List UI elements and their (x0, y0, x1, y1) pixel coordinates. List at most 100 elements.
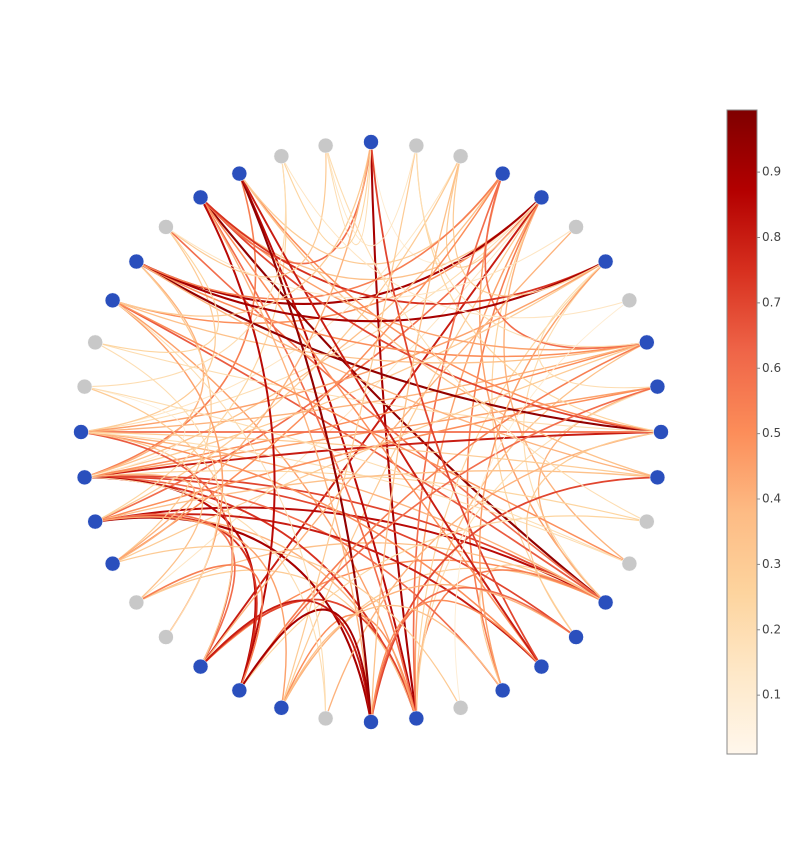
edge (238, 608, 373, 723)
edge (412, 173, 504, 719)
edge (84, 341, 648, 479)
edge (136, 197, 542, 603)
colorbar-tick-label: 0.1 (762, 688, 781, 702)
node (568, 219, 584, 235)
edge (112, 299, 607, 604)
node (128, 594, 145, 611)
node (317, 710, 334, 727)
node (231, 682, 248, 699)
nodes (73, 134, 669, 730)
edge (135, 260, 662, 434)
edge (280, 583, 577, 709)
node (621, 292, 638, 309)
edge (325, 145, 648, 523)
edge (415, 261, 607, 719)
node (452, 148, 469, 164)
edge (95, 513, 236, 668)
edge (136, 542, 606, 604)
edge (238, 173, 543, 668)
colorbar-tick-label: 0.2 (762, 622, 781, 636)
node (76, 469, 93, 486)
edge (84, 476, 327, 719)
edge (136, 260, 647, 358)
edge (454, 299, 630, 708)
edge (370, 587, 577, 723)
node (87, 513, 103, 530)
edge (370, 141, 542, 265)
edge (238, 341, 648, 691)
node (317, 137, 334, 154)
node (639, 334, 655, 351)
edge (84, 386, 186, 478)
node (363, 134, 379, 150)
node (408, 137, 425, 154)
edge (238, 173, 662, 433)
node (231, 165, 248, 182)
edge (95, 514, 258, 691)
edge (80, 226, 216, 433)
edge (84, 386, 630, 565)
edge (95, 470, 658, 523)
node (87, 334, 103, 351)
edge (238, 515, 647, 691)
edge (199, 196, 276, 691)
edge (415, 386, 658, 719)
node (76, 378, 93, 395)
edge (199, 196, 607, 305)
node (597, 253, 614, 270)
colorbar-ticks: 0.1 0.2 0.3 0.4 0.5 0.6 0.7 0.8 0.9 (757, 165, 781, 702)
colorbar-tick-label: 0.9 (762, 165, 781, 179)
colorbar-tick-label: 0.8 (762, 230, 781, 244)
edge (112, 341, 648, 565)
edge (484, 173, 647, 349)
edge (84, 386, 234, 667)
node (192, 189, 209, 206)
node (73, 424, 89, 440)
node (649, 378, 666, 395)
edge (369, 141, 418, 719)
edge (112, 196, 542, 325)
node (273, 148, 290, 164)
edge (452, 156, 606, 297)
edge (199, 599, 372, 723)
edge (95, 341, 662, 433)
edge (80, 431, 630, 565)
edge (280, 145, 417, 708)
edge (112, 141, 372, 565)
colorbar-tick-label: 0.6 (762, 361, 781, 375)
edge (136, 260, 658, 479)
edge (80, 431, 606, 604)
edge (80, 341, 647, 433)
colorbar-tick-label: 0.4 (762, 492, 781, 506)
edge (325, 141, 372, 245)
node (494, 165, 511, 182)
edge (112, 141, 372, 317)
edge (80, 431, 543, 668)
node (639, 513, 655, 530)
edge (238, 173, 418, 719)
edge (478, 261, 607, 691)
node (533, 189, 550, 206)
edge (280, 155, 630, 319)
edge (95, 226, 219, 353)
node (653, 424, 669, 440)
edge (526, 431, 662, 638)
edge (136, 173, 504, 300)
node (104, 292, 121, 309)
edge (165, 145, 327, 278)
edge (199, 197, 372, 723)
node (158, 629, 174, 645)
node (649, 469, 666, 486)
edge (84, 156, 287, 388)
node (104, 555, 121, 572)
node (408, 710, 425, 727)
node (568, 629, 584, 645)
edge (84, 475, 607, 604)
node (158, 219, 174, 235)
node (533, 658, 550, 675)
edge (165, 226, 577, 300)
edge (112, 299, 630, 565)
edge (84, 261, 606, 478)
colorbar-tick-label: 0.5 (762, 426, 781, 440)
